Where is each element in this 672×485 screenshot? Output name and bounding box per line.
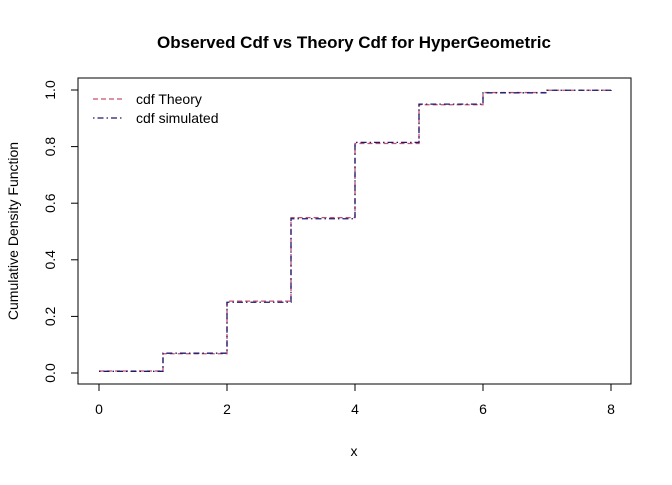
x-tick-label: 0: [95, 401, 103, 417]
series-layer: [99, 89, 612, 372]
y-tick-label: 0.4: [42, 250, 58, 270]
x-tick-label: 2: [223, 401, 231, 417]
legend-label: cdf simulated: [136, 110, 218, 126]
y-tick-label: 0.6: [42, 193, 58, 213]
x-tick-label: 8: [607, 401, 615, 417]
x-axis-label: x: [351, 443, 358, 459]
y-tick-label: 1.0: [42, 80, 58, 100]
y-tick-label: 0.2: [42, 306, 58, 326]
series-line-0: [99, 89, 612, 372]
x-axis: 0 2 4 6 8: [95, 383, 615, 417]
y-tick-label: 0.0: [42, 363, 58, 383]
x-tick-label: 4: [351, 401, 359, 417]
y-axis: 0.0 0.2 0.4 0.6 0.8 1.0: [42, 80, 79, 383]
y-tick-label: 0.8: [42, 137, 58, 157]
legend-label: cdf Theory: [136, 91, 202, 107]
x-tick-label: 6: [479, 401, 487, 417]
y-axis-label: Cumulative Density Function: [5, 142, 21, 320]
series-line-1: [99, 89, 612, 372]
legend: cdf Theory cdf simulated: [93, 91, 218, 126]
chart-title: Observed Cdf vs Theory Cdf for HyperGeom…: [157, 33, 551, 52]
